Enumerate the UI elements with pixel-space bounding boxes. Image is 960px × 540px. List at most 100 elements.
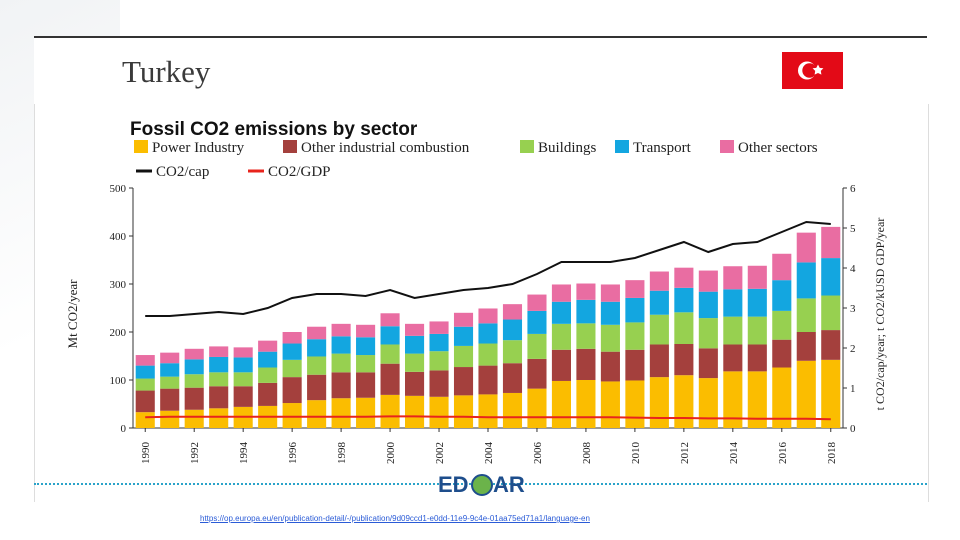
bar-segment-transport	[527, 310, 547, 334]
bar-segment-buildings	[576, 323, 596, 349]
bar-segment-transport	[209, 356, 229, 373]
bar-segment-industry	[160, 388, 180, 411]
y-tick-label: 400	[110, 231, 127, 243]
y-tick-label: 500	[110, 183, 127, 195]
legend-swatch-industry	[283, 140, 297, 153]
bar-segment-industry	[772, 339, 792, 368]
header-band	[34, 36, 927, 106]
bar-segment-industry	[821, 330, 841, 360]
bar-segment-power	[478, 394, 498, 428]
bar-segment-other	[502, 304, 523, 320]
bar-segment-buildings	[307, 356, 327, 375]
bar-segment-transport	[160, 363, 180, 377]
bar-segment-transport	[796, 262, 816, 299]
bar-segment-other	[698, 270, 718, 292]
bar-segment-power	[796, 360, 816, 428]
x-tick-label: 1998	[336, 442, 348, 465]
bar-segment-industry	[551, 349, 571, 381]
bar-segment-buildings	[772, 310, 792, 340]
bar-segment-industry	[282, 377, 302, 404]
bar-segment-industry	[502, 363, 523, 393]
legend-swatch-power	[134, 140, 148, 153]
bar-segment-transport	[380, 326, 400, 345]
bar-segment-transport	[747, 288, 767, 317]
legend-swatch-transport	[615, 140, 629, 153]
source-link[interactable]: https://op.europa.eu/en/publication-deta…	[200, 514, 590, 523]
line-series-co2gdp	[145, 415, 831, 421]
bar-segment-transport	[772, 280, 792, 311]
bar-segment-power	[135, 412, 155, 428]
bar-segment-industry	[258, 382, 278, 406]
bar-segment-industry	[331, 372, 351, 399]
x-tick-label: 1990	[140, 442, 152, 465]
bar-segment-industry	[625, 349, 645, 381]
bar-segment-power	[649, 377, 669, 428]
x-tick-label: 2016	[777, 442, 789, 465]
bar-segment-transport	[184, 359, 204, 375]
y-tick-label: 100	[110, 375, 127, 387]
bar-segment-power	[698, 378, 718, 428]
bar-segment-industry	[356, 372, 376, 398]
x-tick-label: 2010	[630, 442, 642, 465]
y2-tick-label: 3	[850, 303, 856, 315]
bar-segment-transport	[233, 357, 253, 373]
bar-segment-transport	[453, 326, 474, 346]
bar-segment-industry	[698, 348, 718, 379]
bar-segment-buildings	[356, 355, 376, 373]
bar-segment-buildings	[502, 340, 523, 364]
legend-label: Buildings	[538, 140, 597, 156]
bar-segment-buildings	[747, 316, 767, 345]
bar-segment-buildings	[674, 312, 694, 344]
chart-legend: Power Industry Other industrial combustio…	[134, 140, 818, 180]
bar-segment-transport	[307, 339, 327, 357]
bar-segment-buildings	[429, 351, 449, 371]
bar-segment-industry	[405, 371, 425, 396]
bar-segment-transport	[405, 335, 425, 354]
y-tick-label: 200	[110, 327, 127, 339]
bar-segment-power	[429, 396, 449, 428]
bar-segment-other	[135, 355, 155, 366]
legend-label: Power Industry	[152, 140, 245, 156]
legend-label: Transport	[633, 140, 692, 156]
bar-segment-buildings	[453, 345, 474, 368]
bar-segment-transport	[429, 333, 449, 352]
bar-segment-transport	[135, 365, 155, 379]
bar-segment-power	[723, 371, 743, 428]
y2-tick-label: 5	[850, 223, 856, 235]
bar-segment-other	[258, 340, 278, 352]
bar-segment-transport	[600, 301, 620, 325]
bar-segment-industry	[600, 351, 620, 382]
bar-segment-power	[674, 375, 694, 428]
bar-segment-transport	[576, 299, 596, 324]
bar-segment-other	[576, 283, 596, 300]
bar-segment-transport	[625, 297, 645, 323]
chart-frame	[34, 104, 929, 502]
chart-title: Fossil CO2 emissions by sector	[130, 119, 418, 140]
bar-segment-power	[772, 367, 792, 428]
bar-segment-industry	[796, 332, 816, 361]
bar-segment-other	[747, 265, 767, 289]
chart-bars	[135, 226, 841, 428]
bar-segment-industry	[576, 348, 596, 380]
bar-segment-power	[527, 388, 547, 428]
bar-segment-transport	[478, 323, 498, 344]
bar-segment-buildings	[331, 353, 351, 373]
bar-segment-other	[625, 280, 645, 298]
bar-segment-industry	[723, 344, 743, 372]
bar-segment-transport	[258, 351, 278, 368]
bar-segment-power	[184, 409, 204, 428]
bar-segment-transport	[698, 291, 718, 319]
y-axis-label: Mt CO2/year	[65, 279, 80, 349]
bar-segment-other	[821, 226, 841, 259]
bar-segment-buildings	[796, 298, 816, 332]
bar-segment-industry	[649, 344, 669, 378]
bar-segment-transport	[649, 290, 669, 315]
y2-axis-label: t CO2/cap/year; t CO2/kUSD GDP/year	[873, 218, 887, 411]
bar-segment-buildings	[282, 359, 302, 378]
bar-segment-other	[307, 326, 327, 340]
y-tick-label: 300	[110, 279, 127, 291]
chart-lines	[145, 220, 831, 421]
x-tick-label: 1992	[189, 442, 201, 464]
legend-label: Other sectors	[738, 140, 818, 156]
